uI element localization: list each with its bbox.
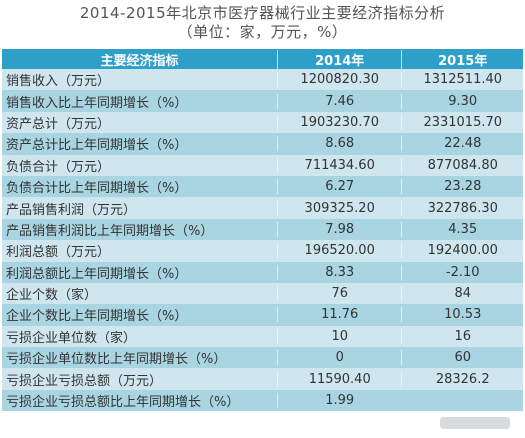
value-2014: 0 (276, 350, 402, 366)
table-row: 销售收入比上年同期增长（%） 7.46 9.30 (2, 90, 523, 112)
indicator-label: 负债合计（万元） (6, 159, 111, 175)
table-header-row: 主要经济指标 2014年 2015年 (2, 49, 523, 69)
table-row: 利润总额比上年同期增长（%） 8.33 -2.10 (2, 261, 523, 283)
value-2015: 2331015.70 (401, 114, 523, 130)
value-2015: 322786.30 (401, 200, 523, 216)
value-2014: 11.76 (276, 307, 402, 323)
table-row: 负债合计（万元） 711434.60 877084.80 (2, 154, 523, 176)
indicator-label: 销售收入比上年同期增长（%） (6, 95, 188, 111)
indicator-label: 资产总计比上年同期增长（%） (6, 138, 188, 154)
indicator-label: 销售收入（万元） (6, 74, 111, 90)
value-2015: 84 (401, 286, 523, 302)
economic-indicators-table: 主要经济指标 2014年 2015年 销售收入（万元） 1200820.30 131… (2, 49, 523, 412)
table-body: 销售收入（万元） 1200820.30 1312511.40 销售收入比上年同期增长（… (2, 69, 523, 412)
table-row: 企业个数比上年同期增长（%） 11.76 10.53 (2, 304, 523, 326)
value-2015: 877084.80 (401, 157, 523, 173)
indicator-label: 亏损企业单位数比上年同期增长（%） (6, 352, 227, 368)
header-2014: 2014年 (276, 49, 402, 69)
table-subtitle: （单位：家，万元，%） (177, 23, 348, 41)
indicator-label: 产品销售利润（万元） (6, 202, 137, 218)
indicator-label: 利润总额（万元） (6, 245, 111, 261)
value-2014: 10 (276, 328, 402, 344)
value-2014: 6.27 (276, 179, 402, 195)
table-title: 2014-2015年北京市医疗器械行业主要经济指标分析 (79, 4, 446, 22)
value-2015: 4.35 (401, 221, 523, 237)
indicator-label: 亏损企业单位数（家） (6, 330, 137, 346)
value-2015: 10.53 (401, 307, 523, 323)
indicator-label: 资产总计（万元） (6, 116, 111, 132)
header-2015: 2015年 (401, 49, 523, 69)
value-2015: 9.30 (401, 93, 523, 109)
value-2015: 23.28 (401, 179, 523, 195)
value-2014: 7.98 (276, 221, 402, 237)
table-row: 资产总计（万元） 1903230.70 2331015.70 (2, 111, 523, 134)
indicator-label: 企业个数比上年同期增长（%） (6, 309, 188, 325)
indicator-label: 企业个数（家） (6, 288, 98, 304)
indicator-label: 亏损企业亏损总额比上年同期增长（%） (6, 395, 240, 411)
table-row: 亏损企业亏损总额（万元） 11590.40 28326.2 (2, 368, 523, 390)
table-row: 利润总额（万元） 196520.00 192400.00 (2, 240, 523, 262)
indicator-label: 负债合计比上年同期增长（%） (6, 181, 188, 197)
value-2015: 60 (401, 350, 523, 366)
table-row: 产品销售利润比上年同期增长（%） 7.98 4.35 (2, 218, 523, 241)
indicator-label: 产品销售利润比上年同期增长（%） (6, 223, 214, 239)
table-row: 销售收入（万元） 1200820.30 1312511.40 (2, 69, 523, 91)
value-2014: 1200820.30 (276, 72, 402, 88)
value-2014: 1.99 (276, 393, 402, 409)
value-2014: 8.33 (276, 264, 402, 280)
table-row: 负债合计比上年同期增长（%） 6.27 23.28 (2, 175, 523, 198)
value-2015: 192400.00 (401, 243, 523, 259)
indicator-label: 利润总额比上年同期增长（%） (6, 266, 188, 282)
table-row: 亏损企业单位数比上年同期增长（%） 0 60 (2, 347, 523, 369)
value-2015: 1312511.40 (401, 72, 523, 88)
table-row: 亏损企业亏损总额比上年同期增长（%） 1.99 (2, 389, 523, 412)
table-row: 产品销售利润（万元） 309325.20 322786.30 (2, 197, 523, 219)
header-indicator: 主要经济指标 (100, 53, 179, 69)
value-2014: 1903230.70 (276, 114, 402, 130)
value-2015: 28326.2 (401, 371, 523, 387)
value-2014: 7.46 (276, 93, 402, 109)
value-2014: 8.68 (276, 136, 402, 152)
value-2015: 22.48 (401, 136, 523, 152)
table-row: 资产总计比上年同期增长（%） 8.68 22.48 (2, 133, 523, 155)
indicator-label: 亏损企业亏损总额（万元） (6, 373, 163, 389)
table-row: 企业个数（家） 76 84 (2, 282, 523, 305)
value-2015: 16 (401, 328, 523, 344)
value-2014: 76 (276, 286, 402, 302)
watermark-blur (440, 417, 510, 429)
value-2014: 11590.40 (276, 371, 402, 387)
value-2015: -2.10 (401, 264, 523, 280)
value-2014: 711434.60 (276, 157, 402, 173)
table-row: 亏损企业单位数（家） 10 16 (2, 325, 523, 348)
value-2014: 196520.00 (276, 243, 402, 259)
value-2014: 309325.20 (276, 200, 402, 216)
